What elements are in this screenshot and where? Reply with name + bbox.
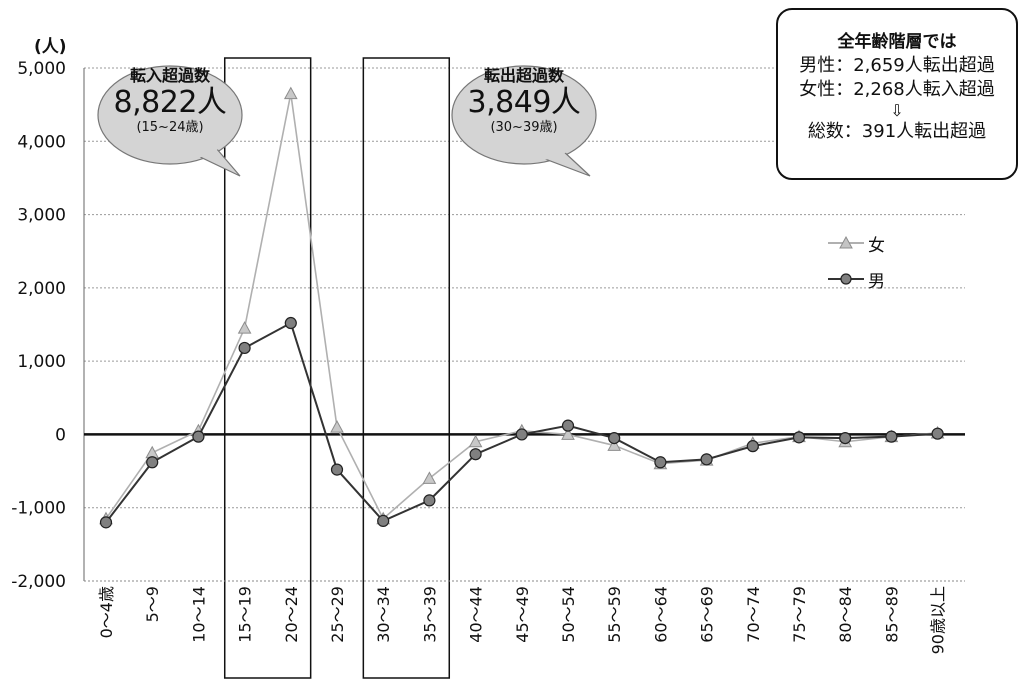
callout-fill: [100, 68, 240, 162]
summary-arrow-icon: ⇩: [890, 101, 904, 120]
x-tick-label: 5～9: [143, 586, 162, 622]
y-tick-label: 3,000: [17, 206, 66, 226]
summary-box: 全年齢階層では 男性：2,659人転出超過 女性：2,268人転入超過 ⇩ 総数…: [776, 8, 1018, 180]
inflow-callout-title: 転入超過数: [129, 66, 210, 85]
x-tick-label: 0～4歳: [97, 586, 116, 638]
y-tick-label: -2,000: [11, 572, 66, 592]
data-point-male: [931, 427, 944, 440]
data-point-male: [330, 463, 344, 476]
x-tick-label: 15～19: [236, 586, 255, 643]
y-axis-unit-label: (人): [34, 37, 67, 57]
inflow-callout-value: 8,822人: [113, 85, 227, 120]
x-tick-label: 40～44: [467, 586, 486, 643]
highlight-box: [362, 57, 451, 679]
highlight-box: [223, 57, 312, 679]
data-point-male: [146, 456, 159, 469]
data-point-female: [468, 434, 483, 448]
summary-male: 男性：2,659人転出超過: [799, 55, 995, 76]
data-point-male: [377, 514, 390, 528]
y-tick-label: -1,000: [11, 499, 66, 519]
y-tick-label: 4,000: [17, 132, 66, 152]
x-tick-label: 65～69: [698, 586, 717, 643]
inflow-callout-range: (15~24歳): [136, 120, 204, 135]
summary-female: 女性：2,268人転入超過: [799, 79, 995, 100]
data-point-male: [423, 494, 436, 507]
x-tick-label: 45～49: [513, 586, 532, 643]
tick-labels: 5,000 4,000 3,000 2,000 1,000 0 -1,000 -2,000 0～…: [11, 59, 947, 654]
y-tick-label: 0: [55, 425, 66, 445]
legend: 女 男: [826, 225, 885, 297]
summary-title: 全年齢階層では: [837, 32, 957, 52]
data-point-male: [238, 341, 251, 355]
data-point-female: [422, 471, 437, 484]
x-tick-label: 80～84: [836, 586, 855, 643]
data-point-female: [561, 427, 575, 440]
x-tick-label: 60～64: [651, 586, 670, 643]
x-tick-label: 25～29: [328, 586, 347, 643]
legend-item-male: 男: [826, 261, 885, 297]
x-tick-label: 50～54: [559, 586, 578, 643]
summary-total: 総数：391人転出超過: [807, 121, 987, 142]
legend-item-female: 女: [826, 225, 885, 261]
data-point-male: [792, 431, 806, 444]
x-tick-label: 35～39: [420, 586, 439, 643]
callout-fill: [454, 68, 594, 162]
data-point-male: [700, 453, 713, 466]
data-point-male: [654, 456, 667, 469]
outflow-callout-value: 3,849人: [467, 85, 581, 120]
legend-male-marker-icon: [828, 273, 864, 285]
x-tick-label: 70～74: [744, 586, 763, 643]
data-point-male: [469, 448, 482, 461]
callout-bubbles: [97, 65, 597, 177]
highlight-boxes: [223, 57, 451, 679]
data-point-female: [283, 86, 298, 100]
data-point-female: [237, 321, 252, 334]
outflow-callout-range: (30~39歳): [490, 120, 558, 135]
data-point-male: [885, 430, 898, 443]
data-point-male: [746, 440, 759, 453]
legend-male-label: 男: [868, 271, 885, 292]
x-tick-label: 90歳以上: [929, 586, 948, 654]
y-tick-label: 2,000: [17, 279, 66, 299]
series-lines: [99, 86, 945, 529]
x-tick-label: 55～59: [605, 586, 624, 643]
legend-female-label: 女: [868, 235, 885, 256]
data-point-male: [515, 428, 528, 441]
series-line-male: [105, 321, 938, 523]
data-point-female: [330, 420, 344, 433]
x-tick-label: 30～34: [374, 586, 393, 643]
data-point-female: [145, 445, 160, 459]
inflow-callout-text: 転入超過数 8,822人 (15~24歳): [104, 66, 236, 136]
data-point-male: [192, 430, 205, 443]
data-point-male: [608, 431, 621, 445]
y-tick-label: 1,000: [17, 352, 66, 372]
x-tick-label: 85～89: [882, 586, 901, 643]
data-point-male: [561, 419, 575, 432]
data-point-male: [99, 516, 113, 529]
x-tick-label: 75～79: [790, 586, 809, 643]
x-tick-label: 20～24: [282, 586, 301, 643]
outflow-callout-title: 転出超過数: [483, 66, 564, 85]
legend-female-marker-icon: [828, 235, 864, 249]
data-point-male: [284, 316, 297, 330]
x-tick-label: 10～14: [189, 586, 208, 643]
outflow-callout-text: 転出超過数 3,849人 (30~39歳): [460, 66, 588, 136]
data-point-male: [839, 431, 852, 445]
y-tick-label: 5,000: [17, 59, 66, 79]
data-point-female: [607, 438, 622, 451]
